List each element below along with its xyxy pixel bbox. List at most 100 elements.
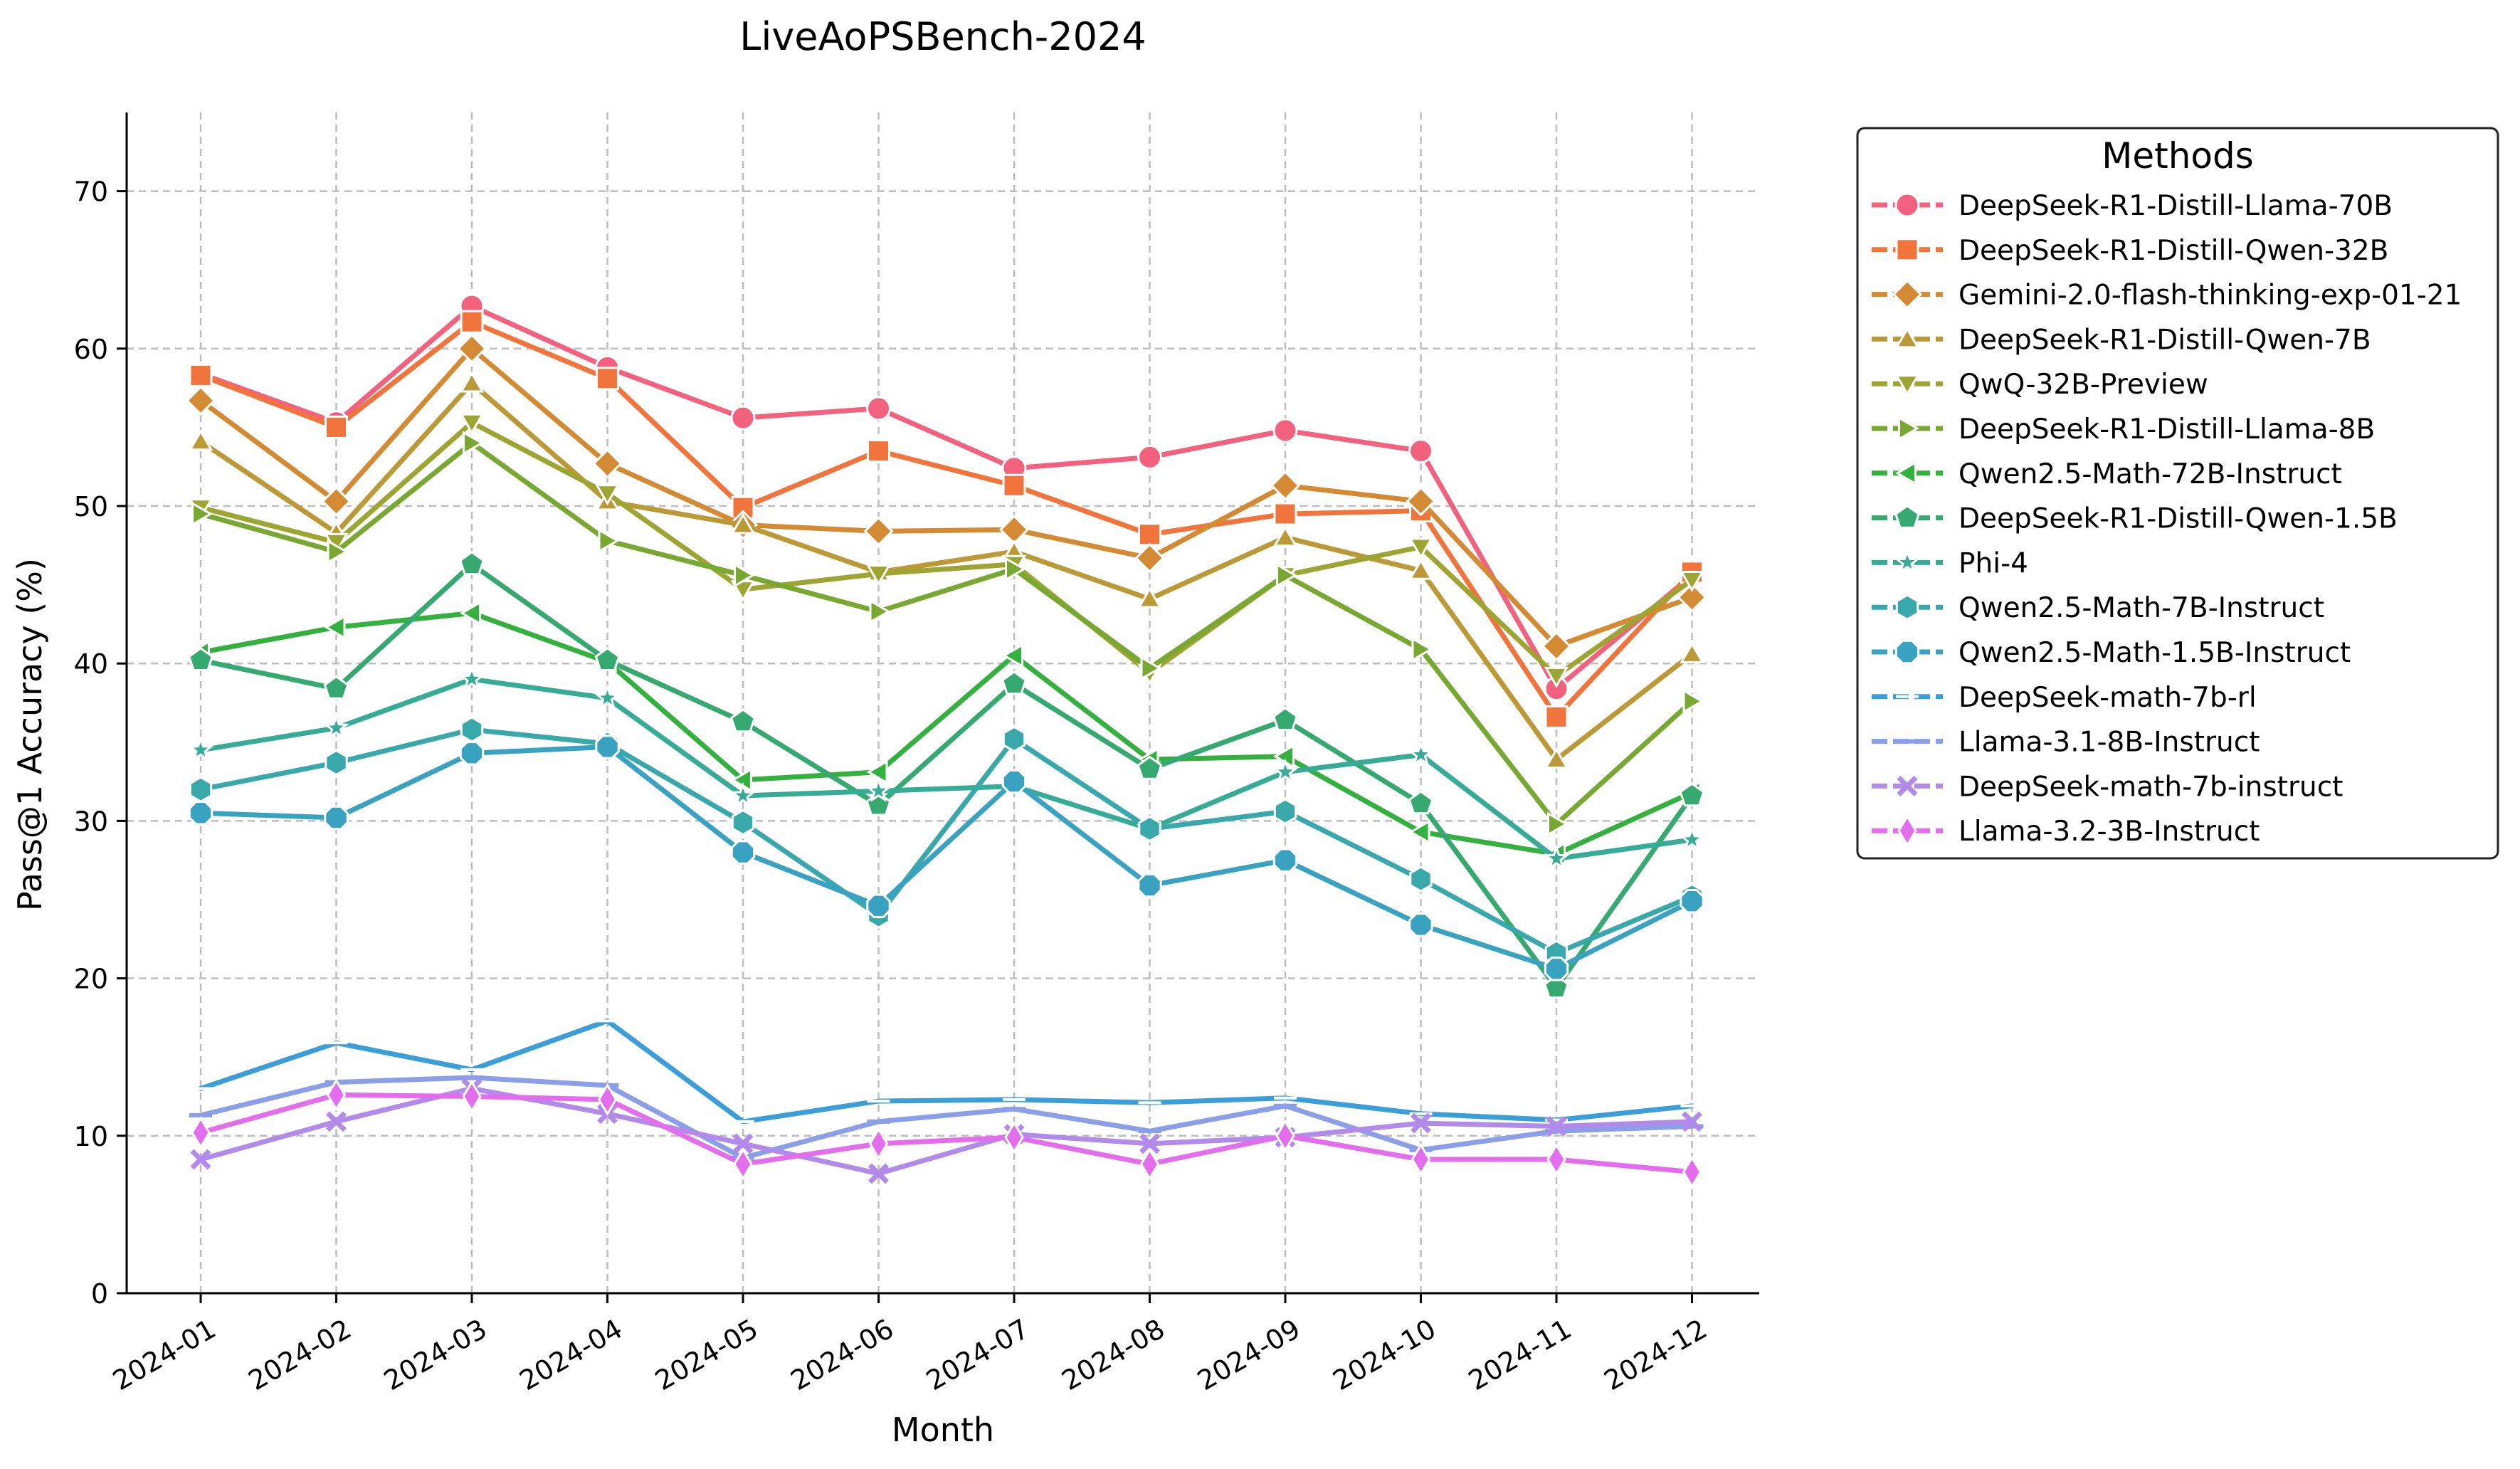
marker-stroke xyxy=(868,1163,889,1184)
legend-label: DeepSeek-R1-Distill-Qwen-7B xyxy=(1958,324,2371,356)
data-point xyxy=(1679,782,1705,807)
data-point xyxy=(867,439,890,463)
data-point xyxy=(1272,758,1299,784)
data-point xyxy=(463,431,485,456)
data-point xyxy=(1001,769,1027,794)
legend-item: DeepSeek-math-7b-instruct xyxy=(1872,771,2343,803)
legend-marker xyxy=(1898,416,1920,441)
data-point xyxy=(1137,444,1162,470)
data-point xyxy=(323,714,349,739)
legend-item: DeepSeek-R1-Distill-Qwen-1.5B xyxy=(1872,503,2398,535)
series-line xyxy=(198,1092,1694,1175)
data-point xyxy=(1546,1116,1567,1137)
series-line xyxy=(198,381,1694,762)
data-point xyxy=(1544,974,1569,999)
data-point xyxy=(865,777,892,802)
y-axis-label: Pass@1 Accuracy (%) xyxy=(11,558,49,911)
data-point xyxy=(595,484,620,506)
data-point xyxy=(730,840,756,865)
data-point xyxy=(323,675,349,700)
x-tick-label: 2024-03 xyxy=(379,1313,492,1396)
data-point xyxy=(868,1127,889,1160)
data-point xyxy=(1541,631,1572,662)
legend-item: QwQ-32B-Preview xyxy=(1872,369,2208,401)
legend-item: DeepSeek-R1-Distill-Llama-8B xyxy=(1872,414,2375,446)
x-tick-label: 2024-06 xyxy=(785,1313,899,1396)
data-point xyxy=(191,1116,211,1149)
data-point xyxy=(190,1149,211,1170)
marker-stroke xyxy=(190,1149,211,1170)
data-point xyxy=(326,1078,347,1112)
data-point xyxy=(1682,689,1704,714)
legend-marker xyxy=(1894,639,1920,665)
legend-label: DeepSeek-R1-Distill-Llama-8B xyxy=(1958,414,2375,446)
data-point xyxy=(868,1163,889,1184)
series-line xyxy=(198,420,1694,679)
data-point xyxy=(1544,957,1569,981)
series-line xyxy=(198,562,1694,991)
data-point xyxy=(1406,486,1436,517)
data-point xyxy=(869,599,891,624)
legend-marker xyxy=(1897,775,1918,796)
legend-item: DeepSeek-R1-Distill-Llama-70B xyxy=(1872,190,2393,222)
data-point xyxy=(1682,1111,1702,1132)
data-point xyxy=(1679,826,1705,851)
series-10 xyxy=(188,734,1704,981)
data-point xyxy=(1270,470,1301,501)
data-point xyxy=(459,550,485,576)
data-point xyxy=(866,564,891,586)
series-14 xyxy=(191,1078,1702,1189)
x-tick-label: 2024-04 xyxy=(514,1313,628,1396)
legend-marker xyxy=(1894,192,1920,218)
x-tick-label: 2024-12 xyxy=(1598,1313,1712,1396)
data-point xyxy=(730,512,756,535)
legend-label: Qwen2.5-Math-1.5B-Instruct xyxy=(1958,637,2351,669)
series-line xyxy=(198,610,1694,857)
data-point xyxy=(1275,1119,1295,1152)
data-point xyxy=(188,801,213,826)
data-point xyxy=(598,528,620,553)
data-point xyxy=(1680,571,1704,593)
data-point xyxy=(1002,473,1026,497)
data-point xyxy=(460,716,484,743)
data-point xyxy=(191,501,213,527)
series-1 xyxy=(189,310,1704,729)
data-point xyxy=(188,646,213,671)
data-point xyxy=(1547,811,1569,837)
data-point xyxy=(1682,1155,1702,1189)
data-point xyxy=(1272,525,1298,547)
series-2 xyxy=(185,333,1707,662)
legend-marker xyxy=(1897,814,1917,848)
data-point xyxy=(459,371,485,393)
x-tick-label: 2024-08 xyxy=(1056,1313,1170,1396)
data-point xyxy=(1411,1112,1431,1134)
legend-label: Qwen2.5-Math-72B-Instruct xyxy=(1958,458,2342,490)
data-point xyxy=(326,1111,347,1132)
marker-stroke xyxy=(732,1133,754,1154)
series-line xyxy=(198,676,1694,861)
series-7 xyxy=(188,550,1705,999)
legend-item: Qwen2.5-Math-1.5B-Instruct xyxy=(1872,637,2351,669)
data-point xyxy=(733,1147,753,1181)
marker-stroke xyxy=(1411,1112,1431,1134)
marker-stroke xyxy=(326,1111,347,1132)
data-point xyxy=(1137,586,1162,609)
data-point xyxy=(1002,643,1023,668)
data-point xyxy=(1411,637,1433,662)
y-tick-label: 20 xyxy=(74,964,108,995)
data-point xyxy=(1544,747,1569,769)
data-point xyxy=(185,385,216,416)
data-point xyxy=(866,759,888,785)
axes: 0 10 20 30 40 50 60 70 2024-01 2024-02 2024-03 2024… xyxy=(74,112,1759,1396)
legend-item: DeepSeek-R1-Distill-Qwen-32B xyxy=(1872,235,2388,267)
data-point xyxy=(1546,1143,1566,1176)
data-point xyxy=(1408,912,1433,937)
data-point xyxy=(1677,582,1707,613)
legend-label: DeepSeek-R1-Distill-Llama-70B xyxy=(1958,190,2393,222)
x-tick-label: 2024-05 xyxy=(650,1313,764,1396)
legend-item: Llama-3.1-8B-Instruct xyxy=(1872,727,2260,759)
legend-label: DeepSeek-R1-Distill-Qwen-1.5B xyxy=(1958,503,2398,535)
series-line xyxy=(198,319,1694,720)
series-8 xyxy=(187,665,1705,870)
